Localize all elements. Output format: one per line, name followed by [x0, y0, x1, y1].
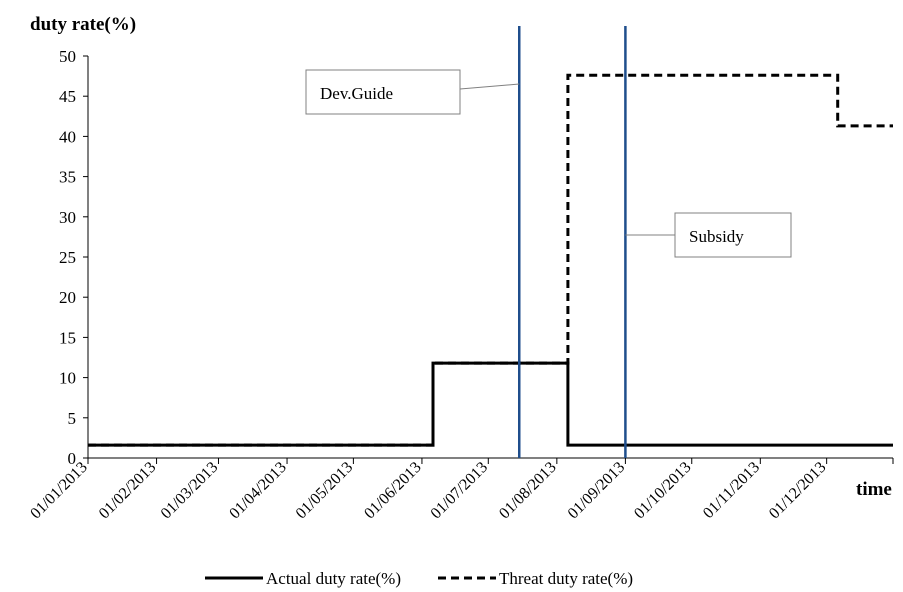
- x-tick-label: 01/04/2013: [226, 459, 290, 523]
- actual-duty-rate-line: [88, 361, 893, 447]
- y-tick-label: 0: [68, 449, 77, 468]
- y-axis-label: duty rate(%): [30, 14, 136, 35]
- x-tick-label: 01/10/2013: [631, 459, 695, 523]
- y-tick-label: 40: [59, 127, 76, 146]
- y-tick-label: 5: [68, 409, 77, 428]
- y-tick-label: 25: [59, 248, 76, 267]
- threat-duty-rate-line: [88, 73, 893, 447]
- callout-leader-line: [459, 83, 520, 90]
- callout-label: Subsidy: [689, 227, 744, 246]
- y-tick-label: 30: [59, 208, 76, 227]
- x-tick-label: 01/11/2013: [700, 459, 763, 522]
- x-tick-label: 01/05/2013: [293, 459, 357, 523]
- x-axis-label: time: [856, 479, 892, 500]
- x-tick-label: 01/01/2013: [27, 459, 91, 523]
- y-tick-label: 45: [59, 87, 76, 106]
- callout-box: [674, 212, 792, 258]
- axes: 0 5 10 15 20 25 30 35 40 45 50 01/01/2013 01/02/2013…: [27, 47, 894, 523]
- legend: Actual duty rate(%) Threat duty rate(%): [205, 569, 633, 588]
- event-lines: Dev.Guide Subsidy: [305, 26, 792, 458]
- y-tick-label: 20: [59, 288, 76, 307]
- y-tick-label: 35: [59, 168, 76, 187]
- x-tick-label: 01/02/2013: [96, 459, 160, 523]
- x-tick-label: 01/03/2013: [158, 459, 222, 523]
- legend-label-actual: Actual duty rate(%): [266, 569, 401, 588]
- series-lines: [88, 73, 893, 447]
- legend-label-threat: Threat duty rate(%): [499, 569, 633, 588]
- x-tick-label: 01/07/2013: [428, 459, 492, 523]
- y-tick-label: 10: [59, 369, 76, 388]
- callout-label: Dev.Guide: [320, 84, 393, 103]
- x-tick-label: 01/08/2013: [496, 459, 560, 523]
- x-tick-label: 01/12/2013: [766, 459, 830, 523]
- callout-box: [305, 69, 461, 115]
- y-tick-label: 15: [59, 328, 76, 347]
- x-tick-label: 01/06/2013: [361, 459, 425, 523]
- x-tick-label: 01/09/2013: [565, 459, 629, 523]
- y-tick-label: 50: [59, 47, 76, 66]
